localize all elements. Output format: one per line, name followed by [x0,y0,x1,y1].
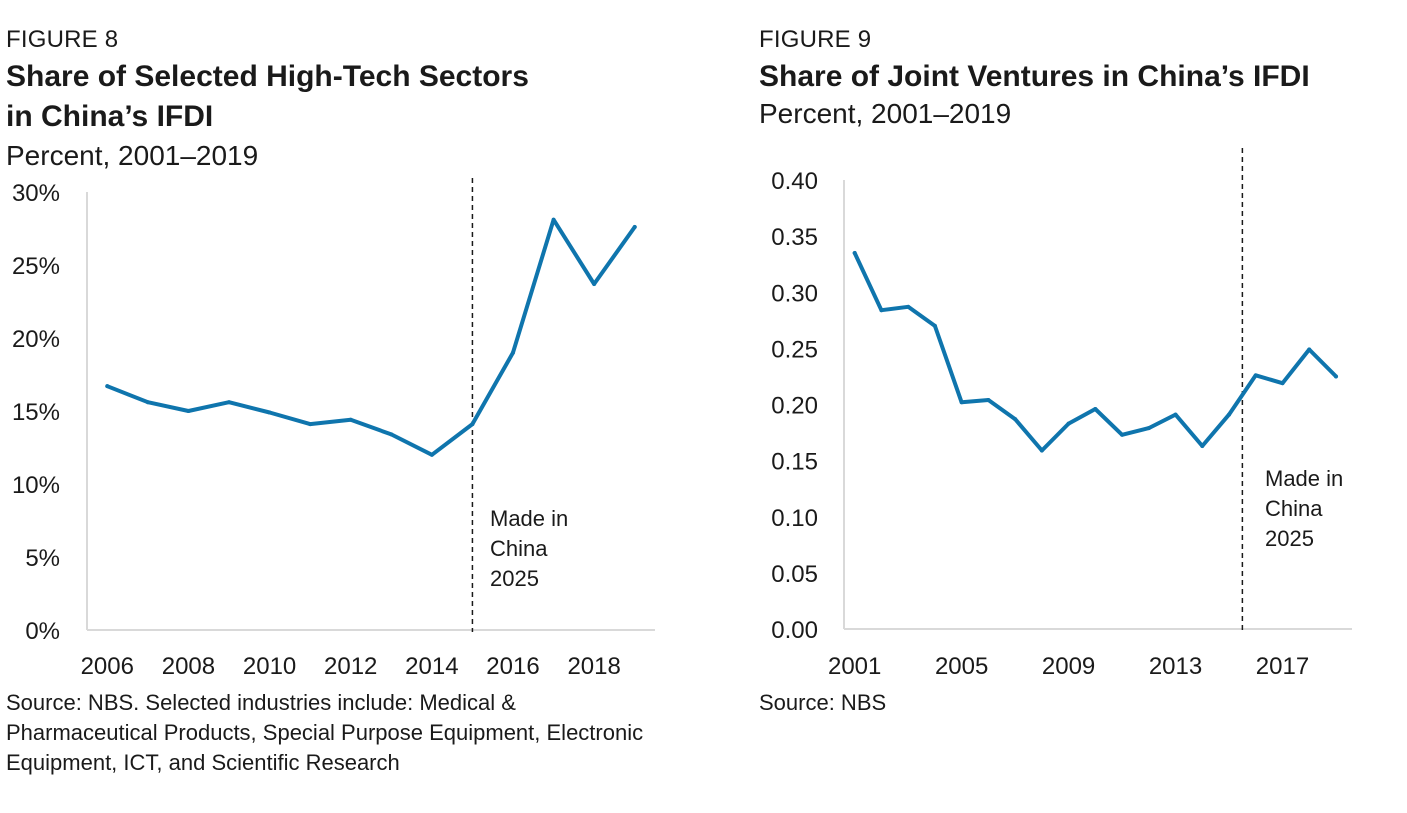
x-tick-label: 2001 [828,653,881,680]
y-tick-label: 10% [12,472,60,499]
data-point [267,410,272,415]
chart-title-line: in China’s IFDI [6,100,214,133]
data-point [145,400,150,405]
x-tick-label: 2014 [405,653,458,680]
data-point [1307,347,1312,352]
source-note: Source: NBS [759,688,886,718]
annotation-line: 2025 [490,566,539,591]
data-point [1280,381,1285,386]
data-point [906,304,911,309]
y-tick-label: 15% [12,399,60,426]
data-point [511,350,515,355]
y-tick-label: 20% [12,326,60,353]
data-point [1227,412,1232,417]
x-tick-label: 2010 [243,653,296,680]
y-tick-label: 0% [25,618,60,645]
y-tick-label: 30% [12,180,60,207]
chart-subtitle: Percent, 2001–2019 [6,140,259,171]
data-point [1253,373,1258,378]
figure-8-panel: FIGURE 8 Share of Selected High-Tech Sec… [6,26,655,778]
y-tick-label: 0.15 [771,449,818,476]
series-line [852,251,1338,453]
data-point [1333,374,1338,379]
data-point [551,217,556,222]
x-tick-label: 2018 [567,653,620,680]
annotation-line: Made in [1265,466,1343,491]
y-tick-label: 25% [12,253,60,280]
data-point [1200,444,1205,449]
figure-9-chart: 0.00 0.05 0.10 0.15 0.20 0.25 0.30 0.35 0.40 200… [771,148,1352,680]
figure-9-panel: FIGURE 9 Share of Joint Ventures in Chin… [755,0,1407,813]
x-tick-label: 2017 [1256,653,1309,680]
chart-title-line: Share of Selected High-Tech Sectors [6,60,529,93]
chart-title: Share of Selected High-Tech Sectors in C… [6,57,529,137]
data-point [986,398,991,403]
annotation-line: China [490,536,548,561]
source-line: Source: NBS [759,690,887,715]
data-point [308,422,313,427]
data-point [1146,426,1151,431]
source-line: Pharmaceutical Products, Special Purpose… [6,720,644,745]
annotation-line: Made in [490,506,568,531]
y-tick-label: 0.05 [771,561,818,588]
data-point [852,250,857,255]
data-point [592,281,597,286]
data-point [389,432,394,437]
y-tick-label: 0.20 [771,393,818,420]
source-line: Source: NBS. Selected industries include… [6,690,516,715]
data-point [429,452,434,457]
chart-title: Share of Joint Ventures in China’s IFDI [759,57,1310,97]
y-tick-label: 0.10 [771,505,818,532]
series-line [105,217,637,457]
annotation-line: China [1265,496,1323,521]
data-point [105,384,110,389]
figure-label: FIGURE 8 [6,26,119,53]
data-point [1173,412,1178,417]
x-tick-label: 2009 [1042,653,1095,680]
data-point [186,409,191,413]
annotation-line: 2025 [1265,526,1314,551]
data-point [1039,448,1044,453]
x-tick-label: 2008 [162,653,215,680]
y-tick-label: 0.25 [771,336,818,363]
data-point [1093,406,1098,411]
x-tick-label: 2005 [935,653,988,680]
data-point [1120,432,1125,437]
data-point [959,400,964,405]
y-tick-label: 0.40 [771,168,818,195]
data-point [348,417,353,422]
data-point [1013,417,1018,422]
y-tick-label: 5% [25,545,60,572]
data-point [227,400,231,405]
y-tick-label: 0.00 [771,617,818,644]
x-tick-label: 2013 [1149,653,1202,680]
source-line: Equipment, ICT, and Scientific Research [6,750,400,775]
x-tick-label: 2006 [81,653,134,680]
data-point [632,225,637,230]
figure-label: FIGURE 9 [759,26,872,53]
data-point [879,308,884,313]
y-tick-label: 0.30 [771,280,818,307]
figure-8-chart: 0% 5% 10% 15% 20% 25% 30% 2006 2008 2010 2012 2014… [12,178,655,680]
x-tick-label: 2012 [324,653,377,680]
data-point [470,422,475,427]
chart-title-line: Share of Joint Ventures in China’s IFDI [759,60,1310,93]
x-tick-label: 2016 [486,653,539,680]
data-point [1066,421,1071,426]
chart-subtitle: Percent, 2001–2019 [759,98,1012,129]
source-note: Source: NBS. Selected industries include… [6,688,643,778]
y-tick-label: 0.35 [771,224,818,251]
data-point [932,323,937,328]
